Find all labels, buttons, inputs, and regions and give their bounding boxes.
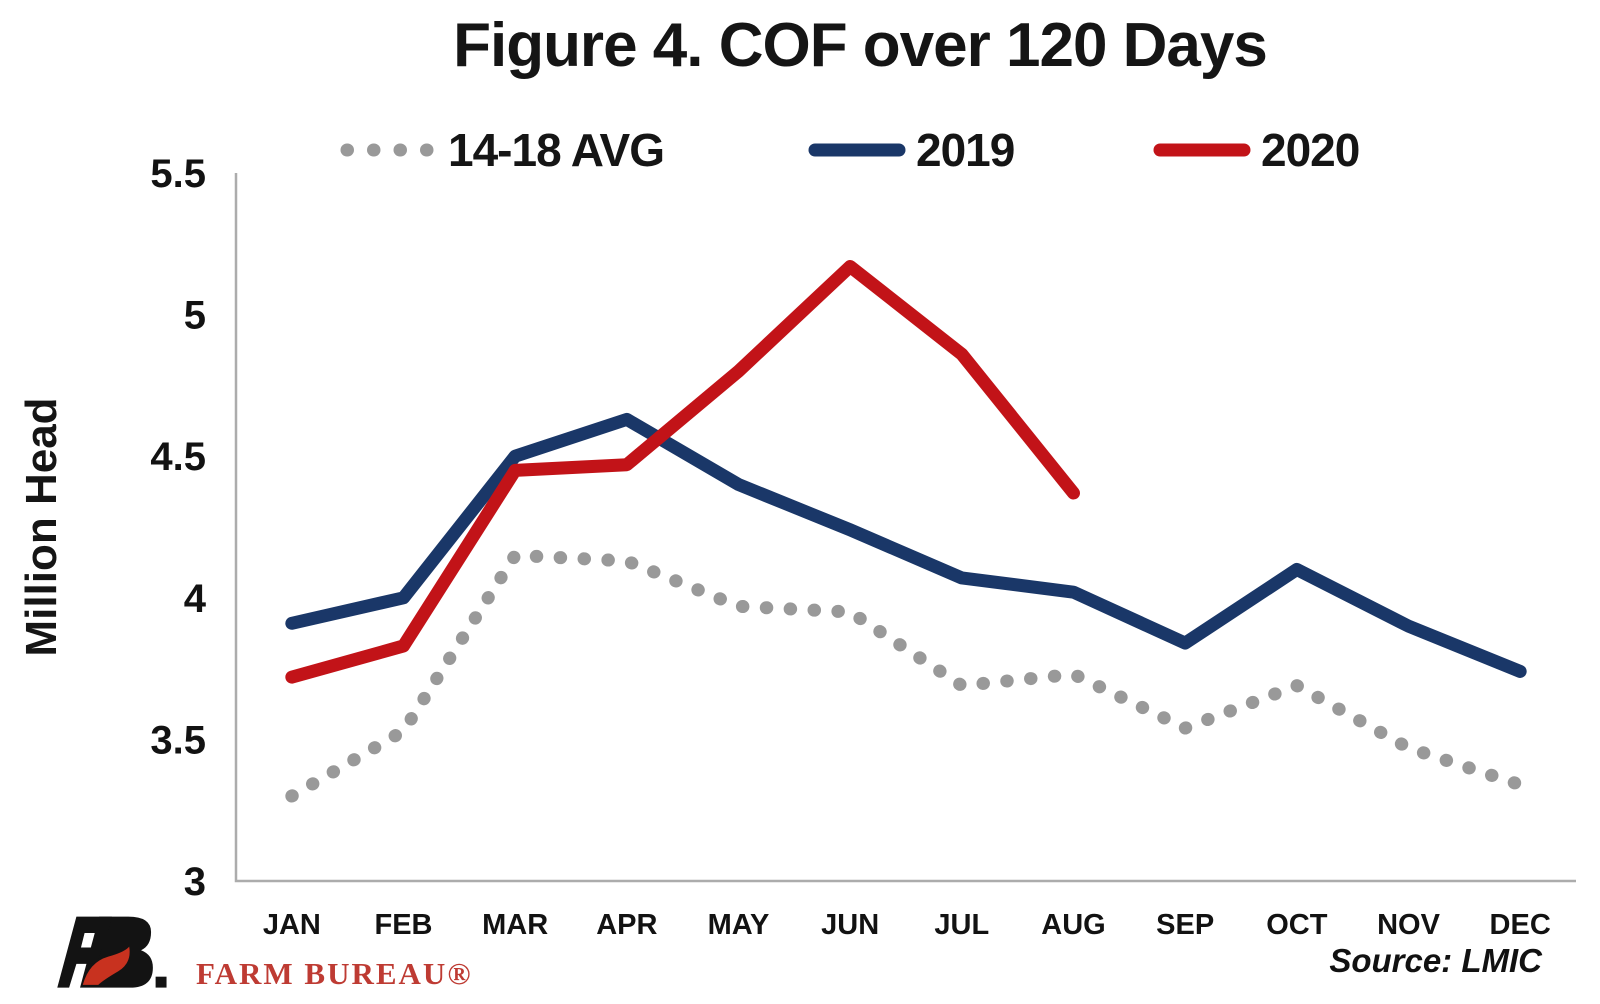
series-line-14-18-avg — [285, 548, 1527, 803]
series-line-2019 — [285, 412, 1527, 678]
legend-item-2020: 2020 — [1153, 120, 1360, 180]
x-month-label: MAY — [708, 909, 770, 941]
x-month-label: APR — [596, 909, 657, 941]
legend-item-2019: 2019 — [808, 120, 1015, 180]
farm-bureau-wordmark: FARM BUREAU® — [196, 956, 473, 991]
x-month-label: MAR — [482, 909, 548, 941]
x-month-label: OCT — [1266, 909, 1328, 941]
axis-lines — [234, 173, 1576, 883]
source-note: Source: LMIC — [1329, 942, 1542, 979]
chart-title: Figure 4. COF over 120 Days — [453, 11, 1268, 80]
legend-item-label: 2020 — [1261, 124, 1360, 176]
y-tick-label: 4.5 — [150, 435, 206, 479]
x-month-label: JAN — [263, 909, 321, 941]
legend-item-label: 14-18 AVG — [448, 124, 665, 176]
x-month-label: SEP — [1156, 909, 1214, 941]
x-month-label: AUG — [1041, 909, 1105, 941]
y-tick-label: 5.5 — [150, 152, 206, 196]
x-month-label: JUL — [934, 909, 989, 941]
series-line-2020 — [285, 259, 1080, 684]
farm-bureau-logo: FARM BUREAU® — [50, 906, 472, 1000]
legend-item-avg: 14-18 AVG — [340, 120, 665, 180]
y-tick-label: 5 — [184, 294, 206, 338]
solid-line-icon — [808, 143, 906, 157]
farm-bureau-logo-icon — [57, 916, 167, 988]
solid-line-icon — [1153, 143, 1251, 157]
y-tick-label: 4 — [184, 577, 207, 621]
x-month-label: FEB — [375, 909, 433, 941]
legend-item-label: 2019 — [916, 124, 1015, 176]
x-month-label: NOV — [1377, 909, 1441, 941]
y-tick-label: 3.5 — [150, 718, 206, 762]
x-month-label: DEC — [1490, 909, 1551, 941]
x-month-label: JUN — [821, 909, 879, 941]
y-tick-label: 3 — [184, 860, 206, 904]
